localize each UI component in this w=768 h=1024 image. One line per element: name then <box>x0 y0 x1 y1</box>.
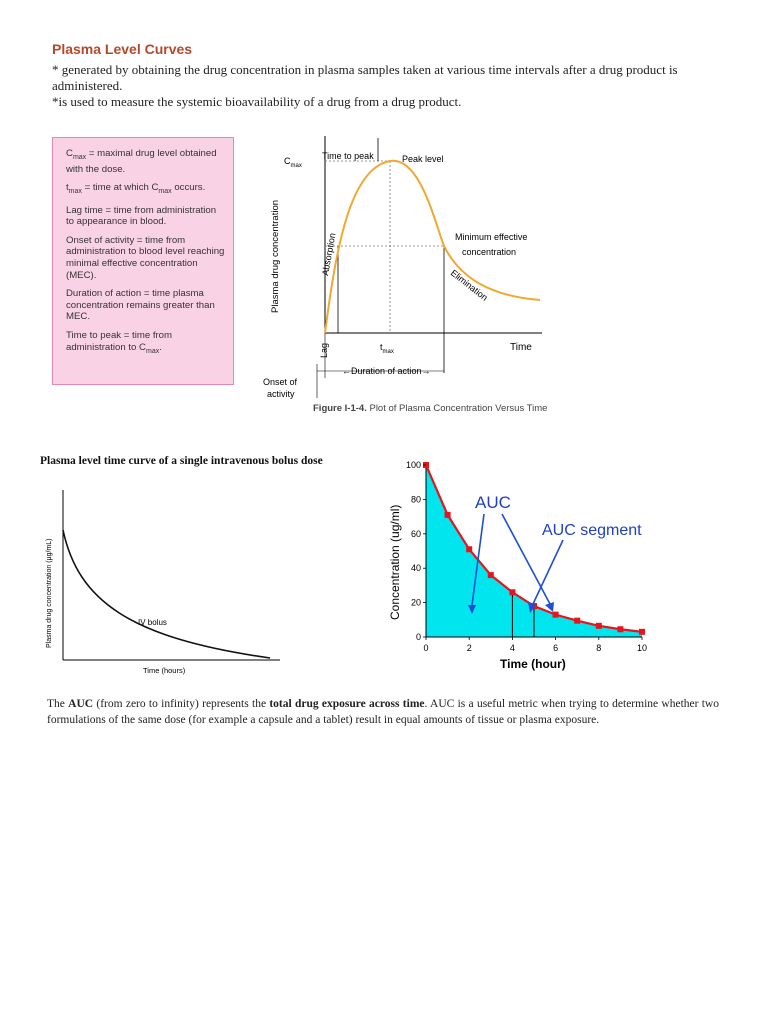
onset-label-2: activity <box>267 389 295 399</box>
definition-onset: Onset of activity = time from administra… <box>66 234 225 281</box>
data-point <box>617 626 624 633</box>
definitions-box: Cmax = maximal drug level obtained with … <box>52 137 234 385</box>
auc-segment-annotation: AUC segment <box>542 522 642 539</box>
y-tick-label: 0 <box>416 632 421 642</box>
intro-line-1: * generated by obtaining the drug concen… <box>52 62 678 93</box>
auc-chart: 0 20 40 60 80 100 0 2 4 6 8 10 AUC AUC segment Conc… <box>388 460 647 671</box>
cmax-label: Cmax <box>284 156 302 169</box>
data-point <box>574 617 581 624</box>
mec-label-2: concentration <box>462 247 516 257</box>
y-tick-label: 100 <box>406 460 421 470</box>
data-point <box>595 622 602 629</box>
plasma-curve-line <box>324 159 541 334</box>
x-tick-label: 0 <box>423 643 428 653</box>
definition-tmax: tmax = time at which Cmax occurs. <box>66 182 206 195</box>
intro-line-2: *is used to measure the systemic bioavai… <box>52 94 462 109</box>
iv-bolus-curve <box>62 529 271 659</box>
y-tick-label: 60 <box>411 529 421 539</box>
definition-cmax: Cmax = maximal drug level obtained with … <box>66 148 217 175</box>
definition-lag-time: Lag time = time from administration to a… <box>66 204 217 228</box>
x-tick-label: 10 <box>637 643 647 653</box>
data-point <box>466 546 473 553</box>
y-axis-label: Plasma drug concentration <box>270 200 281 313</box>
auc-description: The AUC (from zero to infinity) represen… <box>47 698 719 726</box>
auc-x-axis-label: Time (hour) <box>500 657 566 671</box>
data-point <box>444 511 451 518</box>
data-point <box>509 589 516 596</box>
plasma-curve-figure: Cmax Time to peak Peak level Minimum eff… <box>263 136 542 399</box>
figure-caption: Figure I-1-4. Plot of Plasma Concentrati… <box>313 403 548 414</box>
x-tick-label: 4 <box>510 643 515 653</box>
intro-text: * generated by obtaining the drug concen… <box>52 62 720 110</box>
y-tick-label: 40 <box>411 563 421 573</box>
data-point <box>552 611 559 618</box>
definition-duration: Duration of action = time plasma concent… <box>66 288 215 323</box>
y-tick-label: 80 <box>411 494 421 504</box>
lag-label: Lag <box>319 343 329 358</box>
auc-area <box>426 465 642 637</box>
x-tick-label: 6 <box>553 643 558 653</box>
duration-label: ←Duration of action→ <box>342 366 431 376</box>
definition-time-to-peak: Time to peak = time from administration … <box>66 329 173 355</box>
iv-bolus-figure: IV bolus Plasma drug concentration (µg/m… <box>46 490 280 675</box>
data-point <box>487 572 494 579</box>
iv-bolus-title: Plasma level time curve of a single intr… <box>40 455 323 467</box>
onset-label-1: Onset of <box>263 377 298 387</box>
time-label: Time <box>510 342 532 353</box>
page-heading: Plasma Level Curves <box>52 41 193 57</box>
tmax-label: tmax <box>380 342 394 355</box>
iv-y-axis-label: Plasma drug concentration (µg/mL) <box>46 539 53 648</box>
x-tick-label: 2 <box>467 643 472 653</box>
data-point <box>639 628 645 635</box>
auc-y-axis-label: Concentration (ug/ml) <box>388 505 402 620</box>
y-tick-label: 20 <box>411 598 421 608</box>
iv-x-axis-label: Time (hours) <box>143 666 186 675</box>
iv-bolus-label: IV bolus <box>138 618 167 627</box>
peak-level-label: Peak level <box>402 154 444 164</box>
x-tick-label: 8 <box>596 643 601 653</box>
time-to-peak-label: Time to peak <box>322 151 374 161</box>
mec-label-1: Minimum effective <box>455 232 527 242</box>
auc-annotation: AUC <box>475 493 511 512</box>
